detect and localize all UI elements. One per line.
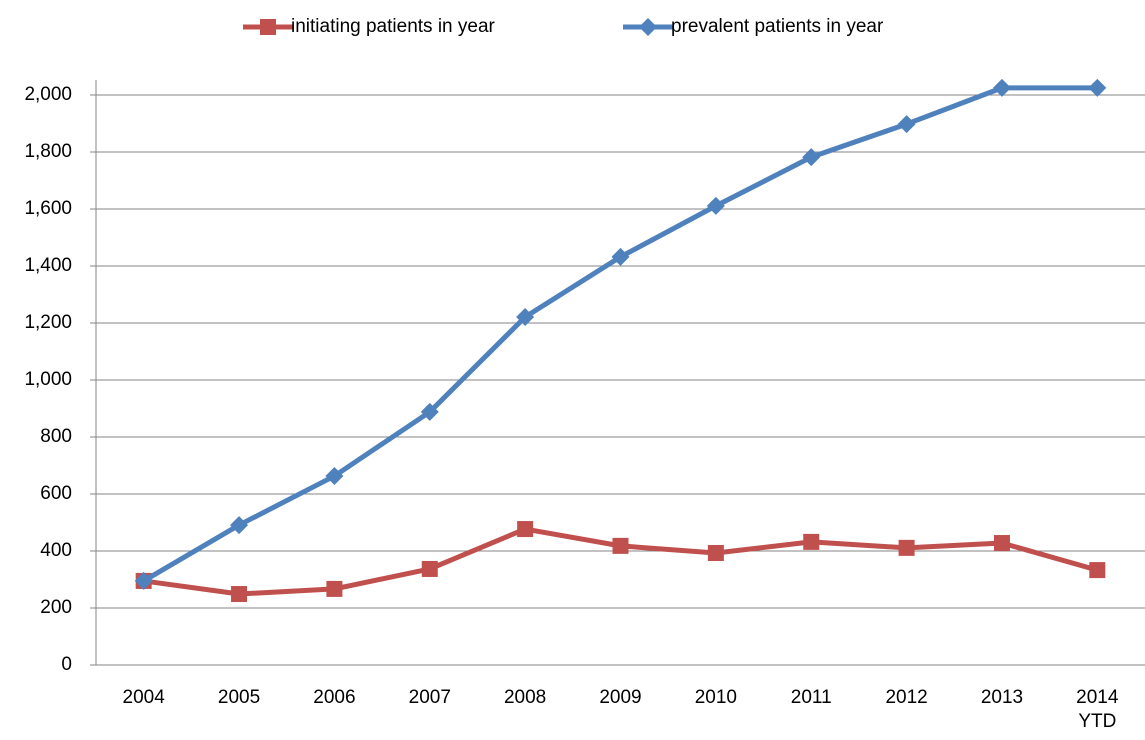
y-tick-label: 1,200 bbox=[24, 312, 72, 333]
x-tick-label: 2011 bbox=[790, 687, 832, 708]
x-tick-label: 2010 bbox=[694, 687, 737, 708]
y-tick-label: 600 bbox=[40, 483, 72, 504]
marker bbox=[420, 402, 439, 421]
marker bbox=[992, 78, 1011, 97]
marker bbox=[897, 115, 916, 134]
y-tick-label: 1,600 bbox=[24, 198, 72, 219]
marker bbox=[898, 539, 915, 556]
x-tick-label: 2008 bbox=[503, 687, 547, 708]
y-tick-label: 1,400 bbox=[24, 255, 72, 276]
x-tick-label: 2007 bbox=[408, 687, 451, 708]
marker bbox=[325, 467, 344, 486]
marker bbox=[134, 571, 153, 590]
legend-marker bbox=[639, 18, 657, 36]
marker bbox=[517, 521, 534, 538]
x-tick-label: 2013 bbox=[980, 687, 1024, 708]
series-line bbox=[142, 85, 1098, 584]
y-tick-label: 0 bbox=[61, 654, 72, 675]
marker bbox=[707, 544, 724, 561]
marker bbox=[611, 247, 630, 266]
marker bbox=[326, 580, 343, 597]
y-tick-label: 200 bbox=[40, 597, 72, 618]
y-tick-label: 2,000 bbox=[24, 84, 72, 105]
legend-marker bbox=[260, 19, 276, 35]
x-tick-label: 2004 bbox=[122, 687, 165, 708]
marker bbox=[612, 537, 629, 554]
marker bbox=[231, 586, 248, 603]
marker bbox=[421, 560, 438, 577]
legend-label: prevalent patients in year bbox=[671, 16, 884, 37]
marker bbox=[1089, 562, 1106, 579]
x-tick-label: 2012 bbox=[885, 687, 928, 708]
marker bbox=[1088, 78, 1107, 97]
legend-label: initiating patients in year bbox=[291, 16, 496, 37]
marker bbox=[706, 196, 725, 215]
marker bbox=[516, 308, 535, 327]
marker bbox=[993, 535, 1010, 552]
marker bbox=[802, 148, 821, 167]
x-tick-label: 2014 YTD bbox=[1076, 687, 1119, 732]
y-tick-label: 1,000 bbox=[24, 369, 72, 390]
y-tick-label: 800 bbox=[40, 426, 72, 447]
x-tick-label: 2009 bbox=[599, 687, 642, 708]
marker bbox=[803, 533, 820, 550]
y-tick-label: 1,800 bbox=[24, 141, 72, 162]
x-tick-label: 2006 bbox=[313, 687, 356, 708]
marker bbox=[230, 516, 249, 535]
y-tick-label: 400 bbox=[40, 540, 72, 561]
x-tick-label: 2005 bbox=[217, 687, 261, 708]
